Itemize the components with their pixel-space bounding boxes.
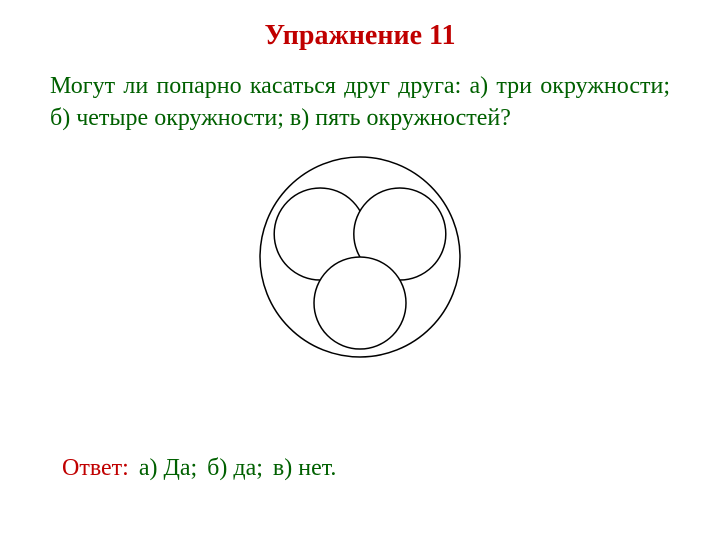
answer-row: Ответ: а) Да; б) да; в) нет. xyxy=(62,455,340,482)
question-text: Могут ли попарно касаться друг друга: а)… xyxy=(0,52,720,135)
answer-part-a: а) Да; xyxy=(139,455,197,481)
exercise-title: Упражнение 11 xyxy=(0,0,720,52)
answer-part-b: б) да; xyxy=(207,455,263,481)
circles-diagram xyxy=(250,147,470,367)
inner-circle-2 xyxy=(314,257,406,349)
diagram-container xyxy=(0,147,720,372)
answer-part-c: в) нет. xyxy=(273,455,337,481)
answer-label: Ответ: xyxy=(62,455,129,481)
